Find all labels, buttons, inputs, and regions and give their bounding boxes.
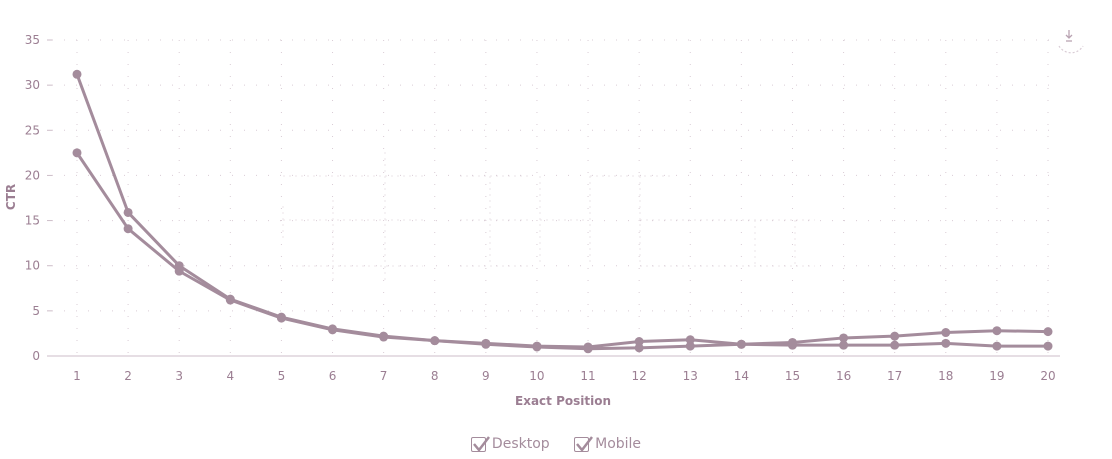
data-point-desktop[interactable] <box>1043 327 1053 337</box>
data-point-mobile[interactable] <box>941 338 951 348</box>
x-tick-label: 14 <box>734 369 749 383</box>
data-point-mobile[interactable] <box>379 332 389 342</box>
x-tick-label: 9 <box>482 369 490 383</box>
check-icon <box>576 435 594 452</box>
x-tick-label: 19 <box>989 369 1004 383</box>
y-tick-label: 30 <box>25 78 40 92</box>
y-tick-label: 5 <box>32 304 40 318</box>
data-point-mobile[interactable] <box>1043 341 1053 351</box>
x-tick-label: 20 <box>1040 369 1055 383</box>
data-point-mobile[interactable] <box>787 340 797 350</box>
data-point-desktop[interactable] <box>941 328 951 338</box>
data-point-desktop[interactable] <box>72 69 82 79</box>
data-point-desktop[interactable] <box>634 337 644 347</box>
export-button[interactable] <box>1056 26 1086 56</box>
mobile-checkbox[interactable] <box>574 435 594 452</box>
x-tick-label: 18 <box>938 369 953 383</box>
y-axis: 0 5 10 15 20 25 30 35 <box>25 33 52 363</box>
y-tick-label: 20 <box>25 168 40 182</box>
x-tick-label: 12 <box>632 369 647 383</box>
x-tick-label: 7 <box>380 369 388 383</box>
y-tick-label: 10 <box>25 259 40 273</box>
series-desktop <box>72 69 1053 352</box>
y-tick-label: 35 <box>25 33 40 47</box>
x-tick-label: 2 <box>124 369 132 383</box>
y-tick-label: 0 <box>32 349 40 363</box>
x-tick-label: 16 <box>836 369 851 383</box>
watermark <box>282 152 815 284</box>
data-point-mobile[interactable] <box>430 336 440 346</box>
x-tick-label: 17 <box>887 369 902 383</box>
data-point-mobile[interactable] <box>225 295 235 305</box>
x-axis-title: Exact Position <box>515 394 611 408</box>
x-tick-label: 8 <box>431 369 439 383</box>
x-tick-label: 15 <box>785 369 800 383</box>
data-point-mobile[interactable] <box>634 343 644 353</box>
x-tick-label: 1 <box>73 369 81 383</box>
download-icon <box>1058 30 1084 54</box>
check-icon <box>472 435 490 452</box>
data-point-desktop[interactable] <box>890 331 900 341</box>
legend-item-desktop[interactable]: Desktop <box>470 435 550 452</box>
data-point-mobile[interactable] <box>736 339 746 349</box>
y-tick-label: 25 <box>25 123 40 137</box>
legend-item-mobile[interactable]: Mobile <box>574 435 642 452</box>
data-point-desktop[interactable] <box>685 335 695 345</box>
y-axis-title: CTR <box>4 184 18 210</box>
x-tick-label: 10 <box>529 369 544 383</box>
data-point-mobile[interactable] <box>890 340 900 350</box>
x-tick-label: 6 <box>329 369 337 383</box>
data-point-mobile[interactable] <box>123 224 133 234</box>
data-point-desktop[interactable] <box>839 333 849 343</box>
data-point-mobile[interactable] <box>174 266 184 276</box>
series-mobile <box>72 148 1053 354</box>
grid <box>52 39 1060 356</box>
x-tick-label: 3 <box>175 369 183 383</box>
data-point-mobile[interactable] <box>532 342 542 352</box>
data-point-mobile[interactable] <box>839 340 849 350</box>
legend: Desktop Mobile <box>0 435 1112 456</box>
legend-label-desktop: Desktop <box>491 436 550 452</box>
series-line-desktop <box>75 73 1049 349</box>
series-line-mobile <box>75 152 1048 351</box>
y-tick-label: 15 <box>25 214 40 228</box>
x-tick-label: 4 <box>226 369 234 383</box>
data-point-mobile[interactable] <box>328 325 338 335</box>
desktop-checkbox[interactable] <box>470 435 490 452</box>
data-point-desktop[interactable] <box>123 207 133 217</box>
x-axis: 1 2 3 4 5 6 7 8 9 10 11 12 13 14 15 16 17 18 19 20 <box>73 369 1055 383</box>
data-point-mobile[interactable] <box>583 344 593 354</box>
data-point-mobile[interactable] <box>992 341 1002 351</box>
data-point-mobile[interactable] <box>481 339 491 349</box>
data-point-desktop[interactable] <box>992 326 1002 336</box>
x-tick-label: 5 <box>278 369 286 383</box>
data-point-mobile[interactable] <box>276 313 286 323</box>
data-point-mobile[interactable] <box>72 148 82 158</box>
x-tick-label: 11 <box>580 369 595 383</box>
legend-label-mobile: Mobile <box>595 436 642 452</box>
series-layer <box>72 69 1053 354</box>
x-tick-label: 13 <box>683 369 698 383</box>
data-point-mobile[interactable] <box>685 341 695 351</box>
